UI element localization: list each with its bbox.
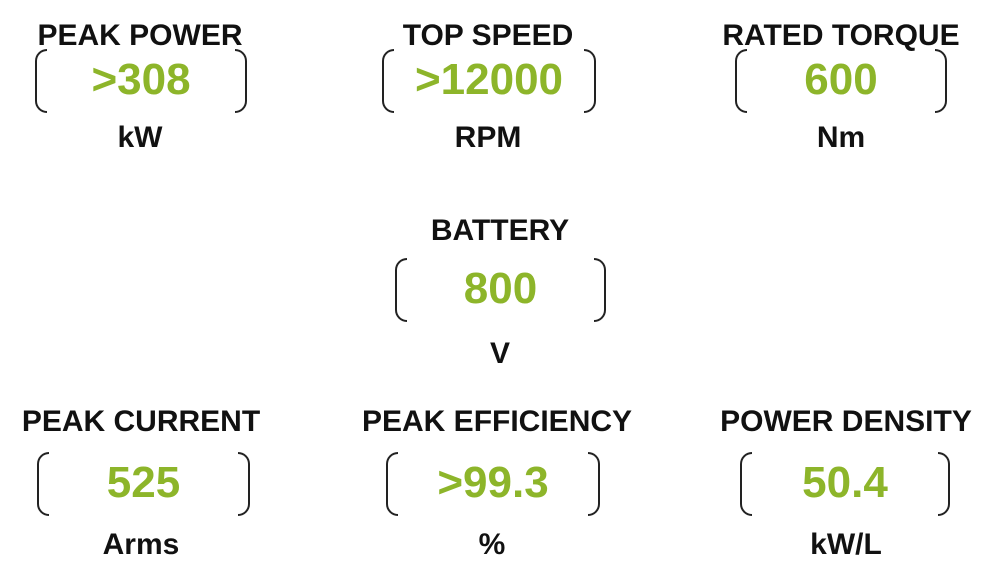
value-bracket: 525 [37, 452, 250, 516]
spec-value: >308 [91, 55, 191, 104]
spec-title: TOP SPEED [402, 19, 574, 52]
spec-value: 525 [106, 458, 181, 507]
spec-unit: kW [117, 121, 163, 154]
value-bracket: 600 [735, 49, 947, 113]
spec-title: POWER DENSITY [720, 405, 972, 438]
spec-unit: RPM [454, 121, 522, 154]
spec-unit: kW/L [810, 528, 882, 561]
spec-unit: Nm [816, 121, 866, 154]
spec-unit: Arms [102, 528, 180, 561]
spec-title: RATED TORQUE [722, 19, 960, 52]
value-bracket: >308 [35, 49, 247, 113]
value-bracket: 800 [395, 258, 606, 322]
spec-unit: % [478, 528, 506, 561]
value-bracket: >99.3 [386, 452, 600, 516]
spec-value: 50.4 [802, 458, 888, 507]
spec-value: 600 [804, 55, 878, 104]
spec-title: PEAK CURRENT [21, 405, 261, 438]
value-bracket: 50.4 [740, 452, 950, 516]
spec-unit: V [489, 337, 510, 370]
value-bracket: >12000 [382, 49, 596, 113]
spec-value: >12000 [414, 55, 564, 104]
spec-title: PEAK POWER [37, 19, 243, 52]
spec-title: PEAK EFFICIENCY [362, 405, 633, 438]
spec-title: BATTERY [430, 214, 570, 247]
spec-value: 800 [463, 264, 538, 313]
spec-value: >99.3 [437, 458, 549, 507]
